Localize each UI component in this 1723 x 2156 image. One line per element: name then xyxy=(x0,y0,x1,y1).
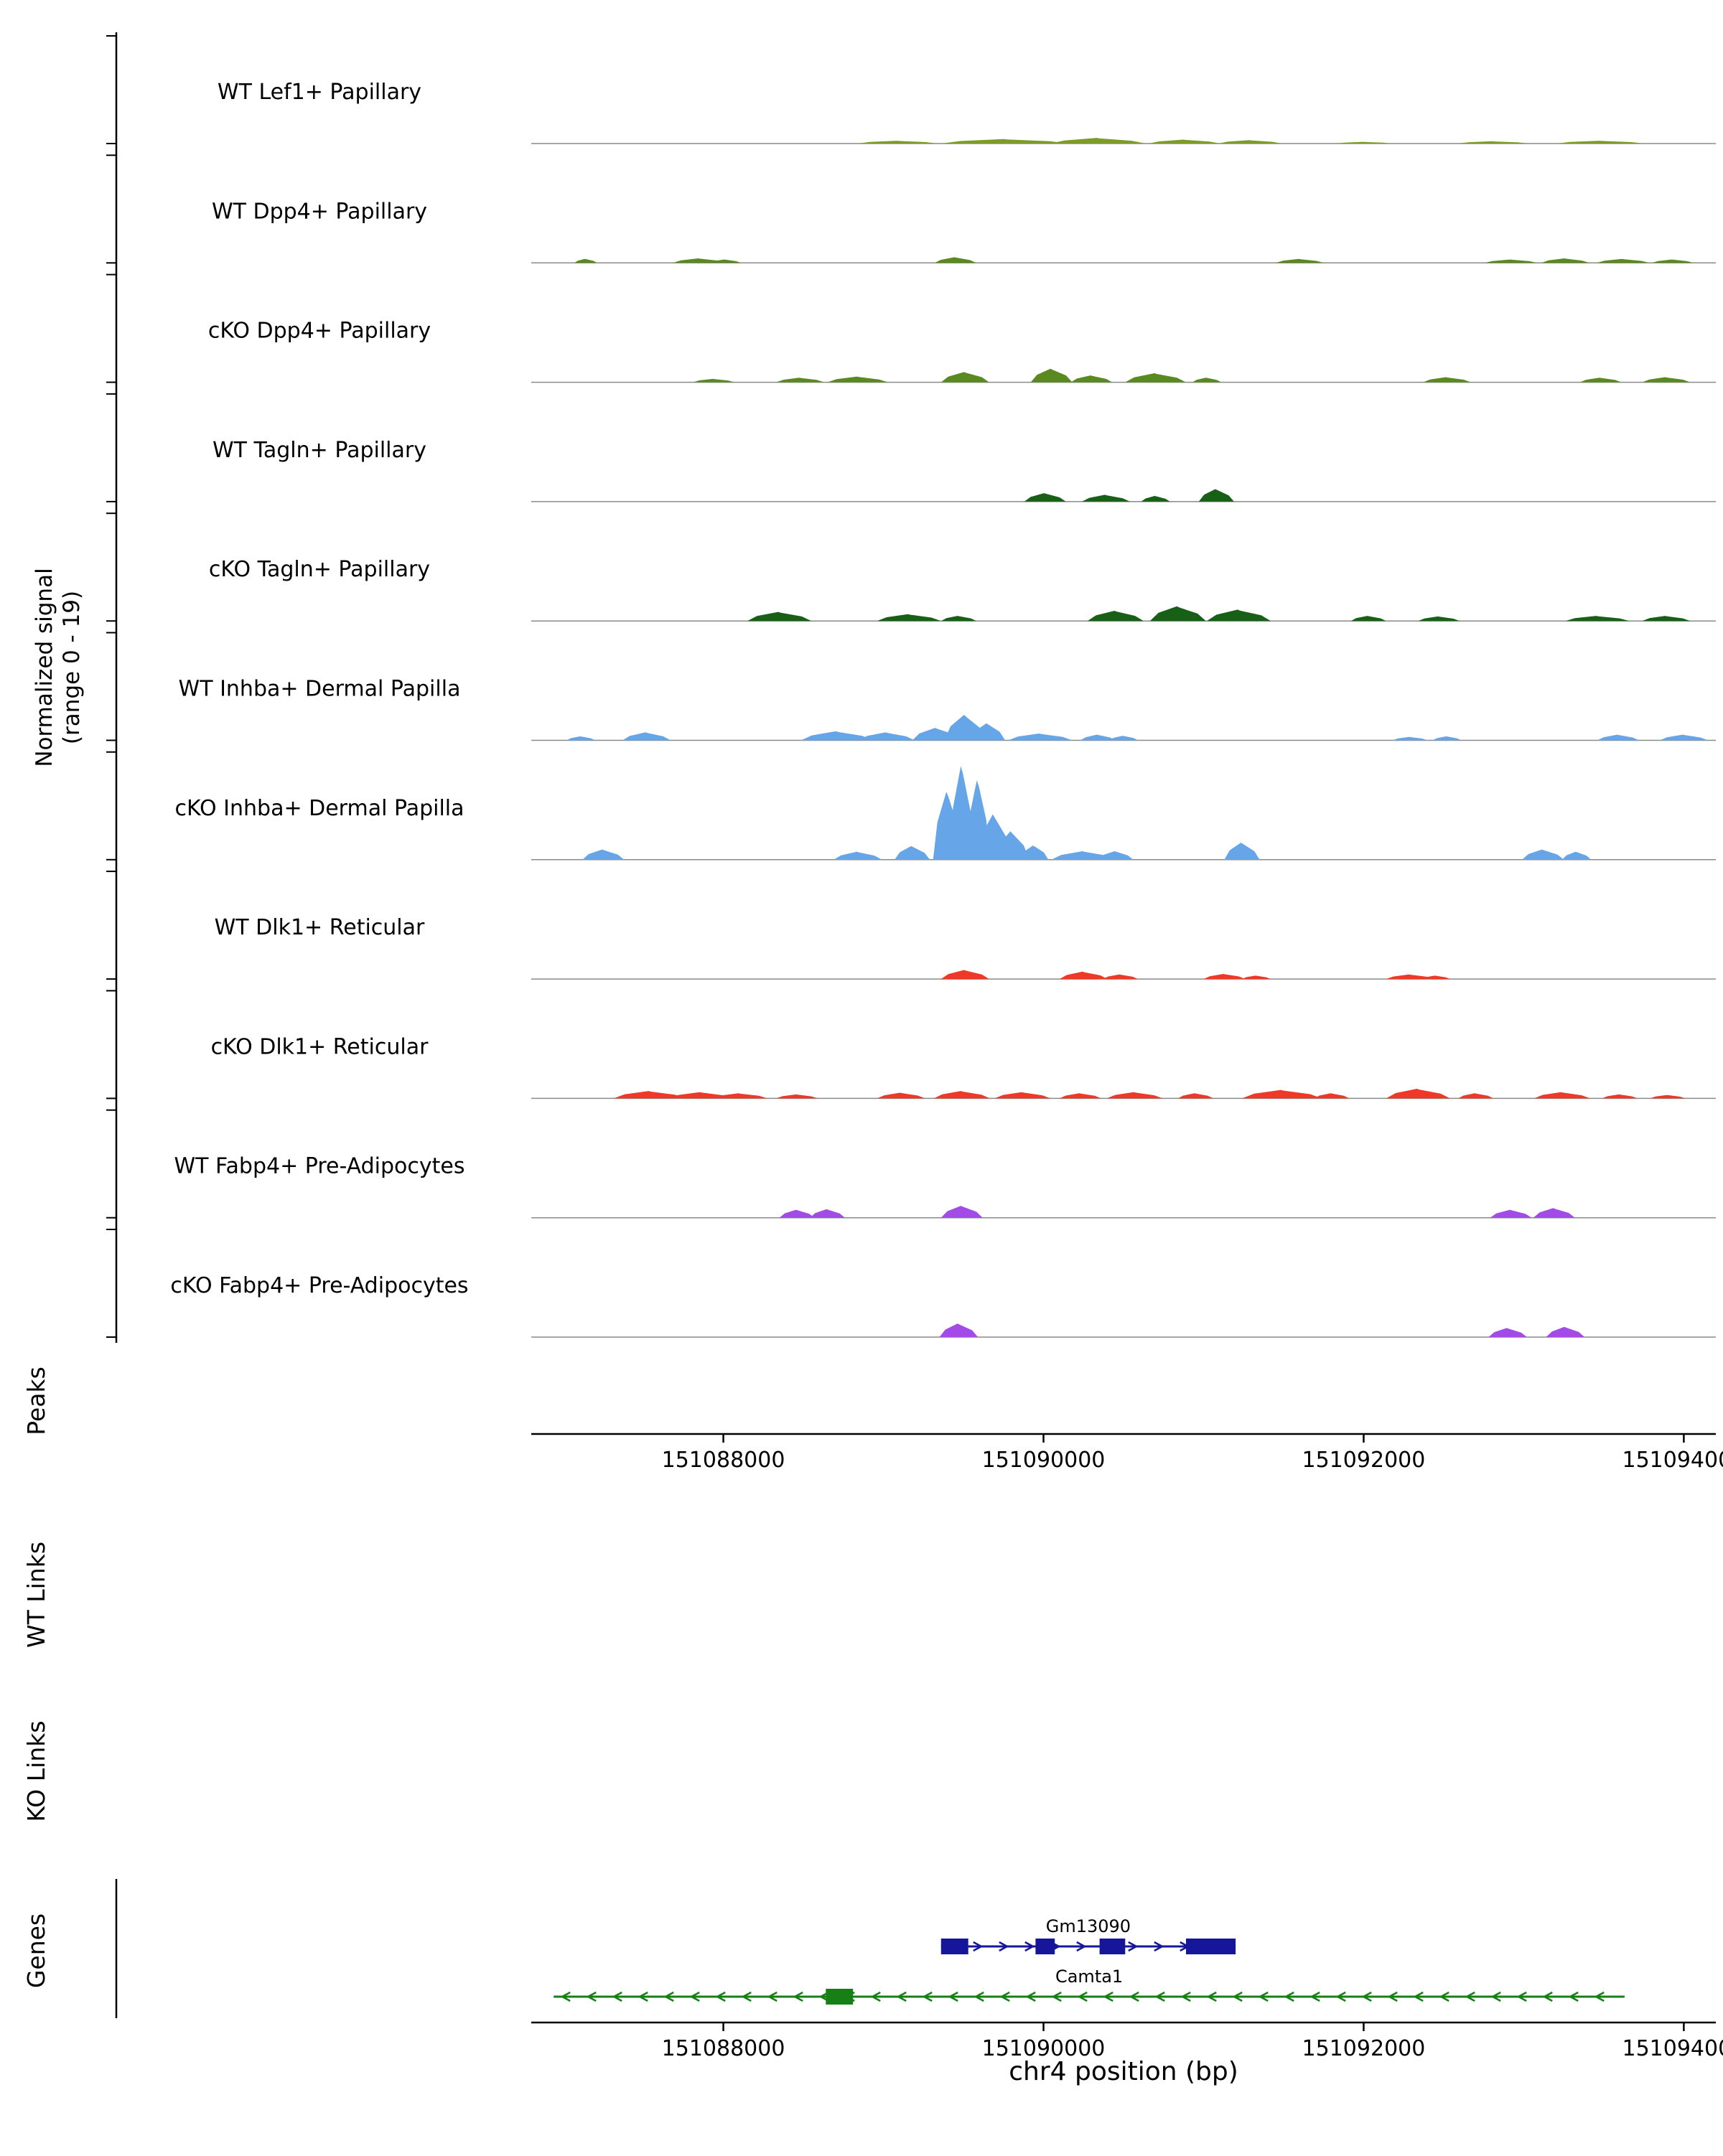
track-label: WT Fabp4+ Pre-Adipocytes xyxy=(174,1154,465,1179)
strand-arrow-icon xyxy=(896,1991,907,2002)
strand-arrow-icon xyxy=(1103,1991,1113,2002)
strand-arrow-icon xyxy=(1025,1991,1036,2002)
signal-area xyxy=(779,1206,1575,1218)
track-label: cKO Dlk1+ Reticular xyxy=(211,1034,429,1059)
section-label-ko-links: KO Links xyxy=(22,1720,50,1822)
track-label: WT Lef1+ Papillary xyxy=(218,80,421,105)
strand-arrow-icon xyxy=(1232,1991,1243,2002)
strand-arrow-icon xyxy=(1568,1991,1579,2002)
strand-arrow-icon xyxy=(999,1941,1009,1952)
strand-arrow-icon xyxy=(1465,1991,1475,2002)
gene-label: Camta1 xyxy=(1055,1967,1123,1987)
strand-arrow-icon xyxy=(1206,1991,1217,2002)
strand-arrow-icon xyxy=(1258,1991,1269,2002)
strand-arrow-icon xyxy=(1594,1991,1605,2002)
track-label: cKO Tagln+ Papillary xyxy=(209,557,430,582)
strand-arrow-icon xyxy=(663,1991,674,2002)
track-label: cKO Inhba+ Dermal Papilla xyxy=(174,796,464,821)
x-tick-label: 151090000 xyxy=(982,1448,1106,1473)
strand-arrow-icon xyxy=(715,1991,726,2002)
x-tick-label: 151090000 xyxy=(982,2036,1106,2061)
strand-arrow-icon xyxy=(1128,1941,1139,1952)
section-label-genes: Genes xyxy=(22,1913,50,1988)
strand-arrow-icon xyxy=(612,1991,622,2002)
signal-area xyxy=(857,138,1645,144)
strand-arrow-icon xyxy=(973,1941,984,1952)
strand-arrow-icon xyxy=(1077,1991,1088,2002)
signal-area xyxy=(574,257,1694,263)
strand-arrow-icon xyxy=(1387,1991,1398,2002)
track-label: WT Inhba+ Dermal Papilla xyxy=(179,677,461,702)
track-label: cKO Fabp4+ Pre-Adipocytes xyxy=(170,1273,468,1298)
gene-exon xyxy=(1035,1939,1055,1954)
strand-arrow-icon xyxy=(870,1991,881,2002)
signal-area xyxy=(939,1323,1585,1337)
section-label-wt-links: WT Links xyxy=(22,1542,50,1648)
signal-area xyxy=(582,766,1592,860)
strand-arrow-icon xyxy=(1154,1991,1165,2002)
section-label-peaks: Peaks xyxy=(22,1367,50,1435)
strand-arrow-icon xyxy=(973,1991,984,2002)
strand-arrow-icon xyxy=(1439,1991,1449,2002)
gene-exon xyxy=(1186,1939,1236,1954)
signal-area xyxy=(747,606,1691,622)
render-root: WT Lef1+ Papillary WT Dpp4+ Papillary cKO … xyxy=(106,32,1723,2061)
x-tick-label: 151088000 xyxy=(662,2036,785,2061)
x-tick-label: 151088000 xyxy=(662,1448,785,1473)
signal-area xyxy=(940,970,1450,980)
gene-exon xyxy=(940,1939,968,1954)
strand-arrow-icon xyxy=(1154,1941,1164,1952)
strand-arrow-icon xyxy=(638,1991,648,2002)
signal-area xyxy=(613,1089,1686,1099)
strand-arrow-icon xyxy=(1335,1991,1346,2002)
strand-arrow-icon xyxy=(1542,1991,1553,2002)
strand-arrow-icon xyxy=(1051,1991,1062,2002)
strand-arrow-icon xyxy=(586,1991,597,2002)
x-tick-label: 151094000 xyxy=(1622,1448,1723,1473)
x-tick-label: 151092000 xyxy=(1302,2036,1426,2061)
signal-area xyxy=(693,368,1691,383)
track-label: WT Dpp4+ Papillary xyxy=(212,199,427,224)
track-label: WT Tagln+ Papillary xyxy=(213,438,426,463)
x-axis-title: chr4 position (bp) xyxy=(1009,2057,1238,2086)
strand-arrow-icon xyxy=(999,1991,1010,2002)
strand-arrow-icon xyxy=(767,1991,778,2002)
signal-area xyxy=(566,715,1708,741)
strand-arrow-icon xyxy=(741,1991,752,2002)
strand-arrow-icon xyxy=(1516,1991,1527,2002)
track-label: WT Dlk1+ Reticular xyxy=(215,915,425,940)
strand-arrow-icon xyxy=(1361,1991,1372,2002)
strand-arrow-icon xyxy=(689,1991,700,2002)
y-axis-label-line1: Normalized signal xyxy=(32,568,57,767)
gene-exon xyxy=(826,1989,854,2005)
strand-arrow-icon xyxy=(1413,1991,1424,2002)
x-tick-label: 151094000 xyxy=(1622,2036,1723,2061)
strand-arrow-icon xyxy=(560,1991,571,2002)
strand-arrow-icon xyxy=(922,1991,933,2002)
gene-label: Gm13090 xyxy=(1046,1916,1131,1936)
strand-arrow-icon xyxy=(948,1991,958,2002)
track-label: cKO Dpp4+ Papillary xyxy=(208,319,431,344)
x-tick-label: 151092000 xyxy=(1302,1448,1426,1473)
strand-arrow-icon xyxy=(793,1991,803,2002)
strand-arrow-icon xyxy=(1284,1991,1294,2002)
strand-arrow-icon xyxy=(1490,1991,1501,2002)
gene-exon xyxy=(1099,1939,1126,1954)
strand-arrow-icon xyxy=(1024,1941,1035,1952)
y-axis-label-line2: (range 0 - 19) xyxy=(59,591,85,744)
signal-area xyxy=(1024,489,1234,502)
strand-arrow-icon xyxy=(1180,1991,1191,2002)
strand-arrow-icon xyxy=(1309,1991,1320,2002)
strand-arrow-icon xyxy=(1129,1991,1139,2002)
strand-arrow-icon xyxy=(1076,1941,1087,1952)
